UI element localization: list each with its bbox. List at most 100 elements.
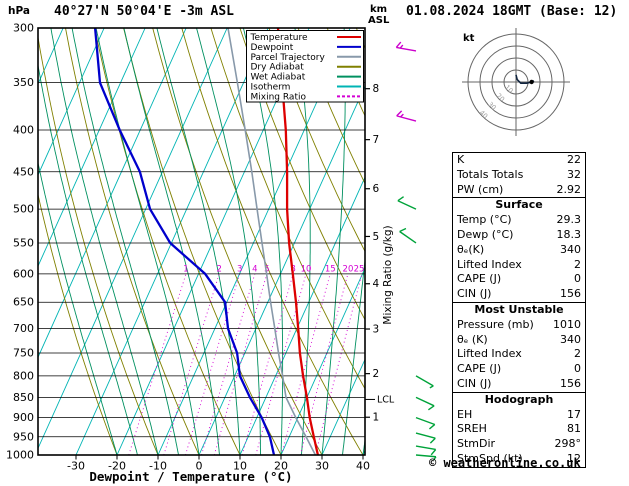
table-section: Surface Temp (°C) 29.3 Dewp (°C) 18.3 θₑ(K) 34… — [453, 197, 585, 302]
stat-label: CIN (J) — [457, 376, 492, 390]
hodograph-ring-label: 30 — [486, 100, 498, 112]
mixing-ratio-lines — [128, 273, 363, 455]
svg-text:6: 6 — [373, 183, 380, 195]
svg-text:3: 3 — [237, 264, 242, 274]
skewt-chart: 1 2 3 4 5 8 10 15 20 25hPa30035040045050055060065… — [6, 4, 437, 484]
stat-value: 2.92 — [556, 182, 582, 196]
stat-row: Dewp (°C) 18.3 — [453, 228, 585, 243]
hodograph-ring-label: 20 — [495, 92, 507, 104]
stat-label: Totals Totals — [457, 167, 524, 181]
hodograph-ring-label: 40 — [478, 109, 490, 121]
svg-text:0: 0 — [196, 460, 203, 473]
stat-value: 298° — [554, 437, 582, 451]
wind-barbs — [395, 41, 437, 461]
svg-text:40: 40 — [356, 460, 370, 473]
stat-row: CIN (J) 156 — [453, 377, 585, 392]
svg-text:4: 4 — [252, 264, 257, 274]
hodograph-ring — [467, 33, 565, 131]
svg-text:4: 4 — [373, 278, 380, 290]
stat-label: K — [457, 153, 465, 166]
stat-value: 156 — [560, 376, 581, 390]
stat-row: Temp (°C) 29.3 — [453, 213, 585, 228]
stat-value: 2 — [574, 257, 581, 271]
svg-text:Dewpoint / Temperature (°C): Dewpoint / Temperature (°C) — [89, 469, 292, 484]
temperature-curve — [276, 28, 320, 455]
svg-text:350: 350 — [13, 76, 34, 89]
stat-label: PW (cm) — [457, 182, 504, 196]
svg-text:-30: -30 — [67, 460, 85, 473]
table-section-header: Surface — [495, 198, 543, 212]
svg-text:850: 850 — [13, 391, 34, 404]
stat-value: 156 — [560, 287, 581, 301]
stat-row: θₑ (K) 340 — [453, 333, 585, 348]
svg-text:300: 300 — [13, 22, 34, 35]
stat-value: 18.3 — [556, 227, 582, 241]
legend-label: Isotherm — [251, 83, 291, 93]
stat-label: Lifted Index — [457, 347, 522, 361]
stat-label: θₑ(K) — [457, 242, 485, 256]
stat-value: 17 — [567, 407, 581, 421]
stat-row: CIN (J) 156 — [453, 287, 585, 302]
storm-motion-marker — [529, 79, 534, 85]
table-section-header: Most Unstable — [474, 302, 564, 316]
hodograph-unit-label: kt — [463, 33, 475, 44]
stat-label: SREH — [457, 422, 487, 436]
station-title: 40°27'N 50°04'E -3m ASL — [54, 4, 235, 19]
stat-value: 32 — [567, 167, 581, 181]
stat-label: EH — [457, 407, 473, 421]
stat-row: EH 17 — [453, 408, 585, 423]
table-section-header: Hodograph — [484, 392, 554, 406]
legend-label: Dry Adiabat — [251, 63, 305, 73]
svg-text:1000: 1000 — [6, 449, 34, 462]
stat-row: Lifted Index 2 — [453, 258, 585, 273]
svg-text:800: 800 — [13, 369, 34, 382]
svg-text:450: 450 — [13, 165, 34, 178]
table-section: K 22 Totals Totals 32 PW (cm) 2.92 — [453, 153, 585, 197]
stat-value: 29.3 — [556, 213, 582, 227]
stat-value: 12 — [567, 451, 581, 465]
stat-row: Pressure (mb) 1010 — [453, 318, 585, 333]
sounding-curves — [93, 28, 320, 455]
svg-text:10: 10 — [301, 264, 312, 274]
svg-text:400: 400 — [13, 124, 34, 137]
stat-row: θₑ(K) 340 — [453, 243, 585, 258]
legend-label: Temperature — [250, 33, 308, 43]
svg-text:3: 3 — [373, 324, 380, 336]
svg-text:550: 550 — [13, 236, 34, 249]
legend-label: Parcel Trajectory — [251, 53, 326, 63]
stat-row: Lifted Index 2 — [453, 347, 585, 362]
svg-text:km: km — [370, 4, 387, 15]
stat-row: SREH 81 — [453, 422, 585, 437]
stat-value: 340 — [560, 332, 581, 346]
plot-border — [37, 27, 366, 456]
svg-text:25: 25 — [354, 264, 365, 274]
svg-text:5: 5 — [264, 264, 269, 274]
legend-label: Dewpoint — [251, 43, 294, 53]
hodograph-ring — [491, 57, 541, 107]
svg-text:hPa: hPa — [8, 5, 30, 17]
svg-text:15: 15 — [325, 264, 336, 274]
hodograph-ring-label: 10 — [503, 83, 515, 95]
stat-row: StmDir 298° — [453, 437, 585, 452]
stat-row: CAPE (J) 0 — [453, 362, 585, 377]
stat-label: Temp (°C) — [457, 213, 512, 227]
parcel-curve — [227, 28, 317, 455]
stat-label: Lifted Index — [457, 257, 522, 271]
svg-text:1: 1 — [183, 264, 188, 274]
svg-text:2: 2 — [373, 368, 380, 380]
svg-text:700: 700 — [13, 322, 34, 335]
temperature-axis-labels: -30 -20 -10 0 10 20 30 40 Dewpoint / Temperature… — [67, 455, 370, 484]
stat-value: 0 — [574, 362, 581, 376]
stat-label: Dewp (°C) — [457, 227, 514, 241]
stat-label: CAPE (J) — [457, 362, 502, 376]
stat-row: PW (cm) 2.92 — [453, 183, 585, 198]
svg-text:-20: -20 — [108, 460, 126, 473]
stats-table: K 22 Totals Totals 32 PW (cm) 2.92 Surface Temp… — [452, 152, 586, 468]
svg-text:5: 5 — [373, 231, 380, 243]
svg-text:900: 900 — [13, 411, 34, 424]
stat-label: Pressure (mb) — [457, 317, 534, 331]
stat-row: K 22 — [453, 153, 585, 168]
